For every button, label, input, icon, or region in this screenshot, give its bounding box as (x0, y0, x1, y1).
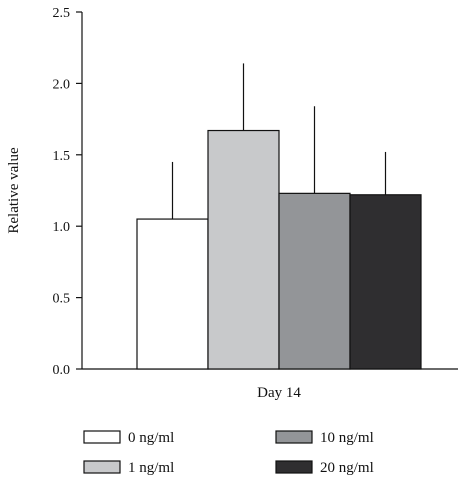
y-tick-label: 0.0 (53, 363, 71, 378)
legend-swatch-1ng-ml (83, 460, 121, 474)
y-tick-label: 1.5 (53, 149, 71, 164)
legend-swatch-20ng-ml (275, 460, 313, 474)
y-tick-label: 0.5 (53, 292, 71, 307)
legend-label-20ng-ml: 20 ng/ml (320, 460, 374, 476)
y-tick-label: 2.5 (53, 6, 71, 21)
y-ticks: 0.0 0.5 1.0 1.5 2.0 2.5 (53, 6, 82, 378)
bar-0ng-ml (136, 218, 209, 370)
bar-20ng-ml (349, 194, 422, 370)
bar-10ng-ml (278, 192, 351, 370)
legend-label-10ng-ml: 10 ng/ml (320, 430, 374, 446)
y-tick-label: 2.0 (53, 77, 71, 92)
legend-label-1ng-ml: 1 ng/ml (128, 460, 174, 476)
bar-1ng-ml (207, 129, 280, 370)
y-tick-label: 1.0 (53, 220, 71, 235)
category-labels: Day 14 (257, 385, 301, 401)
category-label: Day 14 (257, 385, 301, 401)
legend-label-0ng-ml: 0 ng/ml (128, 430, 174, 446)
bars (136, 63, 422, 370)
legend: 0 ng/ml 1 ng/ml 10 ng/ml 20 ng/ml (83, 430, 374, 476)
y-axis-title: Relative value (6, 147, 22, 234)
legend-swatch-0ng-ml (83, 430, 121, 444)
legend-swatch-10ng-ml (275, 430, 313, 444)
